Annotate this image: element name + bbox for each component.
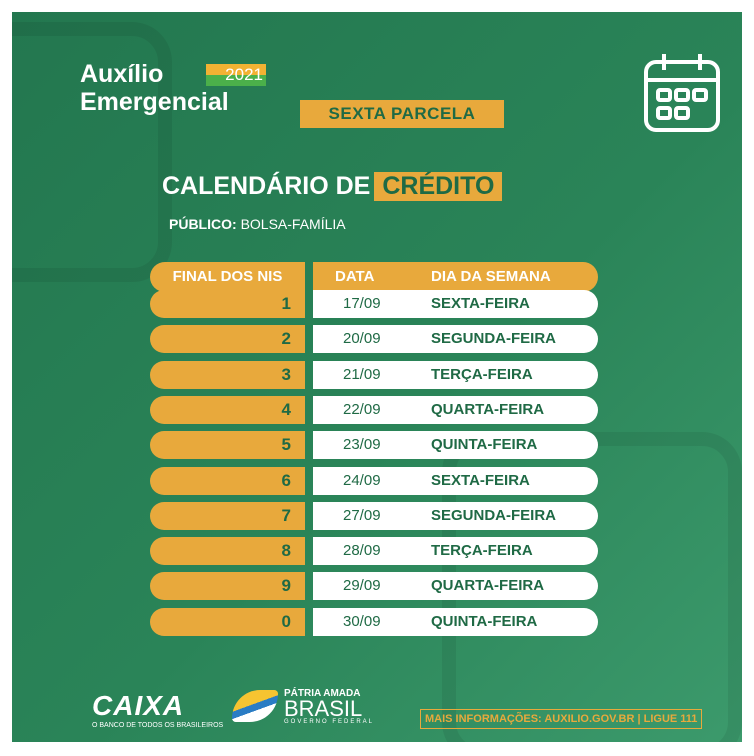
table-row: 2 20/09 SEGUNDA-FEIRA <box>150 325 598 354</box>
date-cell: 30/09 QUINTA-FEIRA <box>313 607 598 636</box>
date-cell: 24/09 SEXTA-FEIRA <box>313 466 598 495</box>
table-row: 9 29/09 QUARTA-FEIRA <box>150 572 598 601</box>
weekday: QUARTA-FEIRA <box>431 577 545 595</box>
brasil-flag-icon <box>232 690 278 722</box>
nis-final-digit: 1 <box>150 290 305 318</box>
date-cell: 23/09 QUINTA-FEIRA <box>313 431 598 460</box>
nis-final-digit: 8 <box>150 537 305 566</box>
payment-date: 30/09 <box>343 612 381 630</box>
nis-final-digit: 6 <box>150 466 305 495</box>
weekday: TERÇA-FEIRA <box>431 365 533 383</box>
column-header-nis: FINAL DOS NIS <box>150 262 305 292</box>
caixa-logo: CAIXA O BANCO DE TODOS OS BRASILEIROS <box>92 690 224 729</box>
weekday: SEGUNDA-FEIRA <box>431 330 557 348</box>
table-row: 5 23/09 QUINTA-FEIRA <box>150 431 598 460</box>
date-cell: 17/09 SEXTA-FEIRA <box>313 290 598 318</box>
payment-date: 23/09 <box>343 436 381 454</box>
date-cell: 28/09 TERÇA-FEIRA <box>313 537 598 566</box>
nis-final-digit: 0 <box>150 607 305 636</box>
installment-badge: SEXTA PARCELA <box>300 100 504 128</box>
year-badge: 2021 <box>206 64 266 86</box>
nis-final-digit: 7 <box>150 501 305 530</box>
weekday: QUARTA-FEIRA <box>431 400 545 418</box>
column-header-date-weekday: DATA DIA DA SEMANA <box>313 262 598 292</box>
table-row: 6 24/09 SEXTA-FEIRA <box>150 466 598 495</box>
table-row: 4 22/09 QUARTA-FEIRA <box>150 395 598 424</box>
nis-final-digit: 4 <box>150 395 305 424</box>
nis-final-digit: 3 <box>150 360 305 389</box>
weekday: TERÇA-FEIRA <box>431 542 533 560</box>
table-row: 8 28/09 TERÇA-FEIRA <box>150 537 598 566</box>
section-title: CALENDÁRIO DE CRÉDITO <box>162 172 503 201</box>
table-row: 3 21/09 TERÇA-FEIRA <box>150 360 598 389</box>
nis-final-digit: 9 <box>150 572 305 601</box>
table-row: 1 17/09 SEXTA-FEIRA <box>150 290 598 318</box>
date-cell: 29/09 QUARTA-FEIRA <box>313 572 598 601</box>
date-cell: 27/09 SEGUNDA-FEIRA <box>313 501 598 530</box>
payment-date: 28/09 <box>343 542 381 560</box>
weekday: SEXTA-FEIRA <box>431 295 530 312</box>
table-row: 7 27/09 SEGUNDA-FEIRA <box>150 501 598 530</box>
payment-date: 21/09 <box>343 365 381 383</box>
decorative-calendar-bg <box>12 22 172 282</box>
calendar-icon <box>644 54 720 132</box>
app-title: Auxílio Emergencial <box>80 60 229 116</box>
nis-final-digit: 2 <box>150 325 305 354</box>
payment-date: 24/09 <box>343 471 381 489</box>
nis-final-digit: 5 <box>150 431 305 460</box>
audience: PÚBLICO: BOLSA-FAMÍLIA <box>169 216 346 232</box>
date-cell: 20/09 SEGUNDA-FEIRA <box>313 325 598 354</box>
weekday: QUINTA-FEIRA <box>431 612 538 630</box>
payment-date: 20/09 <box>343 330 381 348</box>
weekday: SEXTA-FEIRA <box>431 471 530 489</box>
payment-date: 29/09 <box>343 577 381 595</box>
date-cell: 21/09 TERÇA-FEIRA <box>313 360 598 389</box>
date-cell: 22/09 QUARTA-FEIRA <box>313 395 598 424</box>
payment-date: 27/09 <box>343 506 381 524</box>
table-row: 0 30/09 QUINTA-FEIRA <box>150 607 598 636</box>
poster: Auxílio Emergencial 2021 SEXTA PARCELA C… <box>12 12 742 742</box>
more-info: MAIS INFORMAÇÕES: AUXILIO.GOV.BR | LIGUE… <box>420 709 703 729</box>
weekday: QUINTA-FEIRA <box>431 436 538 454</box>
payment-date: 22/09 <box>343 400 381 418</box>
weekday: SEGUNDA-FEIRA <box>431 506 557 524</box>
payment-date: 17/09 <box>343 295 381 312</box>
